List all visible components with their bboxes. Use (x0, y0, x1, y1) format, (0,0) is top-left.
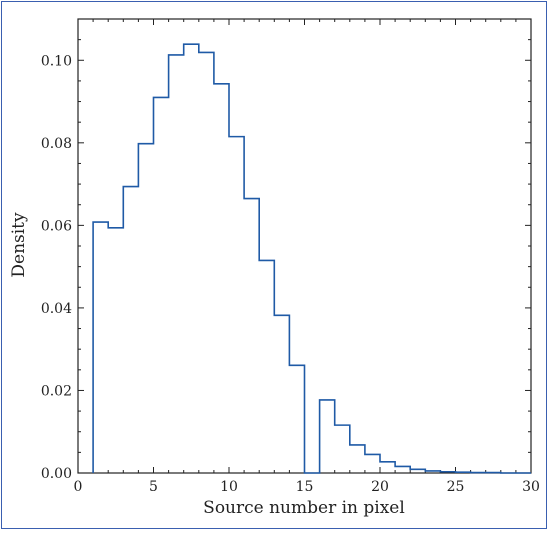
x-tick-label: 20 (371, 479, 389, 495)
histogram-bar (229, 137, 244, 473)
y-tick-label: 0.08 (41, 136, 72, 152)
histogram-bar (214, 84, 229, 473)
histogram-bar (350, 445, 365, 473)
histogram-bar (123, 187, 138, 473)
x-tick-label: 0 (74, 479, 83, 495)
histogram-bar (456, 472, 471, 473)
histogram-chart: 0 5 10 15 20 25 30 0.00 0.02 0.04 0.06 0.08 0.10 So… (2, 2, 548, 530)
x-axis-label: Source number in pixel (203, 498, 405, 518)
histogram-bar (365, 454, 380, 473)
histogram-bar (138, 144, 153, 473)
y-tick-label: 0.02 (41, 383, 72, 399)
y-tick-label: 0.04 (41, 301, 72, 317)
figure-frame: 0 5 10 15 20 25 30 0.00 0.02 0.04 0.06 0.08 0.10 So… (1, 1, 547, 529)
histogram-bar (320, 400, 335, 473)
histogram-bar (289, 365, 304, 473)
histogram-bar (380, 462, 395, 473)
histogram-bins (93, 44, 501, 473)
histogram-bar (335, 425, 350, 473)
histogram-bar (93, 222, 108, 473)
histogram-bar (169, 55, 184, 473)
histogram-bar (410, 469, 425, 473)
x-tick-label: 30 (522, 479, 540, 495)
histogram-bar (425, 471, 440, 473)
y-tick-label: 0.10 (41, 53, 72, 69)
histogram-bar (184, 44, 199, 473)
histogram-bar (154, 97, 169, 473)
x-tick-label: 10 (220, 479, 238, 495)
y-axis-label: Density (9, 212, 29, 278)
y-tick-label: 0.00 (41, 466, 72, 482)
histogram-bar (274, 315, 289, 473)
histogram-bar (259, 260, 274, 473)
x-tick-label: 25 (447, 479, 465, 495)
x-tick-label: 5 (149, 479, 158, 495)
histogram-bar (244, 199, 259, 473)
y-tick-label: 0.06 (41, 218, 72, 234)
histogram-bar (395, 466, 410, 473)
x-tick-label: 15 (296, 479, 314, 495)
histogram-bar (440, 472, 455, 473)
histogram-bar (108, 228, 123, 473)
histogram-bar (199, 52, 214, 473)
